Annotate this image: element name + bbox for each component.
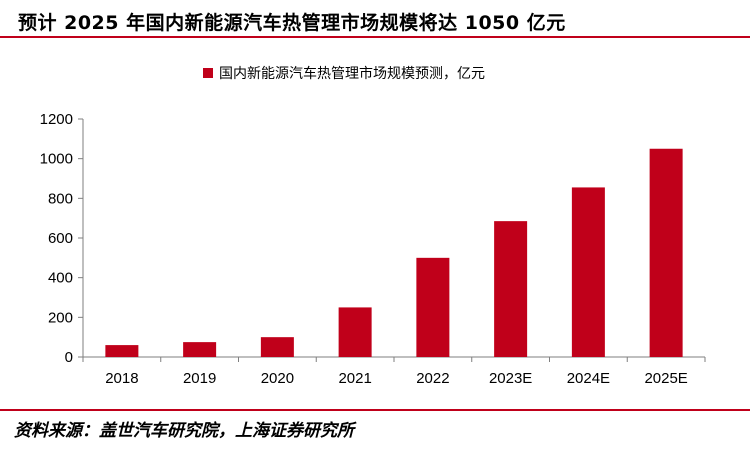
- bar-2023E: [494, 221, 528, 357]
- chart-title: 预计 2025 年国内新能源汽车热管理市场规模将达 1050 亿元: [18, 12, 566, 34]
- x-tick-label: 2020: [261, 370, 294, 387]
- x-tick-label: 2025E: [644, 370, 687, 387]
- y-tick-label: 200: [48, 309, 73, 326]
- y-axis-ticks: 0 200 400 600 800 1000 1200: [40, 111, 83, 366]
- bars: [105, 148, 683, 357]
- x-tick-label: 2021: [338, 370, 371, 387]
- bar-2022: [416, 257, 450, 357]
- y-tick-label: 600: [48, 230, 73, 247]
- bar-2020: [260, 337, 294, 357]
- source-note: 资料来源：盖世汽车研究院，上海证券研究所: [14, 421, 354, 441]
- y-tick-label: 800: [48, 190, 73, 207]
- x-tick-label: 2023E: [489, 370, 532, 387]
- legend: 国内新能源汽车热管理市场规模预测，亿元: [203, 65, 485, 82]
- legend-label: 国内新能源汽车热管理市场规模预测，亿元: [219, 65, 485, 82]
- x-tick-label: 2019: [183, 370, 216, 387]
- bar-2024E: [571, 187, 605, 357]
- bar-2025E: [649, 148, 683, 357]
- bar-2019: [183, 342, 217, 357]
- x-axis-ticks: 2018 2019 2020 2021 2022 2023E 2024E 2025E: [82, 357, 706, 387]
- y-tick-label: 0: [65, 349, 73, 366]
- x-tick-label: 2022: [416, 370, 449, 387]
- x-tick-label: 2018: [105, 370, 138, 387]
- bar-2018: [105, 345, 139, 357]
- footer-divider: [0, 409, 750, 411]
- y-tick-label: 400: [48, 270, 73, 287]
- title-divider: [0, 36, 750, 38]
- x-tick-label: 2024E: [567, 370, 610, 387]
- y-tick-label: 1000: [40, 151, 73, 168]
- bar-2021: [338, 307, 372, 357]
- legend-swatch: [203, 68, 213, 78]
- y-tick-label: 1200: [40, 111, 73, 128]
